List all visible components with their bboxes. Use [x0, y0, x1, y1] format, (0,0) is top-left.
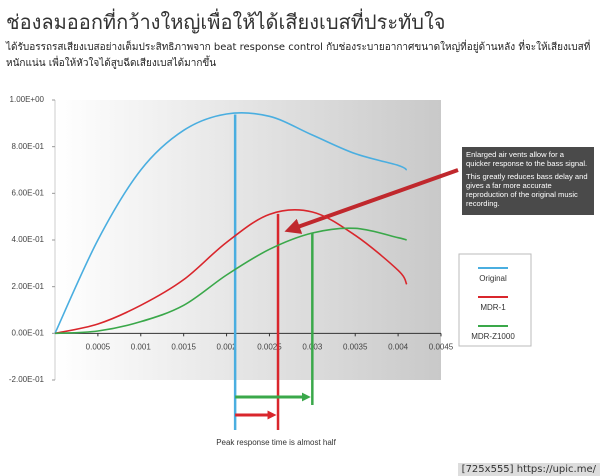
- caption: Peak response time is almost half: [216, 438, 336, 447]
- legend-label: MDR-1: [480, 303, 506, 312]
- x-tick-label: 0.004: [388, 342, 409, 351]
- y-tick-label: 1.00E+00: [10, 95, 45, 104]
- page-title: ช่องลมออกที่กว้างใหญ่เพื่อให้ได้เสียงเบส…: [6, 10, 446, 34]
- x-tick-label: 0.0035: [343, 342, 368, 351]
- series-line: [54, 111, 408, 334]
- x-tick-label: 0.0005: [86, 342, 111, 351]
- annotation: Enlarged air vents allow for a quicker r…: [466, 150, 588, 168]
- series-line: [54, 227, 407, 335]
- y-tick-label: 2.00E-01: [12, 282, 45, 291]
- y-tick-label: 0.00E-01: [12, 328, 45, 337]
- series-line: [54, 209, 408, 335]
- annotation-box: Enlarged air vents allow for a quicker r…: [462, 147, 594, 215]
- legend-box: [458, 253, 532, 347]
- x-tick-label: 0.0045: [429, 342, 454, 351]
- x-tick-label: 0.0015: [171, 342, 196, 351]
- callout-arrow: [284, 168, 459, 234]
- y-tick-label: 8.00E-01: [12, 142, 45, 151]
- legend-label: MDR-Z1000: [471, 332, 515, 341]
- x-tick-label: 0.0025: [257, 342, 282, 351]
- y-tick-label: 4.00E-01: [12, 235, 45, 244]
- watermark: [725x555] https://upic.me/: [457, 463, 600, 476]
- y-tick-label: -2.00E-01: [9, 375, 45, 384]
- x-tick-label: 0.002: [217, 342, 238, 351]
- x-tick-label: 0.001: [131, 342, 152, 351]
- annotation: This greatly reduces bass delay and give…: [466, 172, 588, 208]
- plot-background: [55, 100, 441, 380]
- legend-label: Original: [479, 274, 507, 283]
- y-tick-label: 6.00E-01: [12, 188, 45, 197]
- page-text: ได้รับอรรถรสเสียงเบสอย่างเต็มประสิทธิภาพ…: [6, 42, 591, 69]
